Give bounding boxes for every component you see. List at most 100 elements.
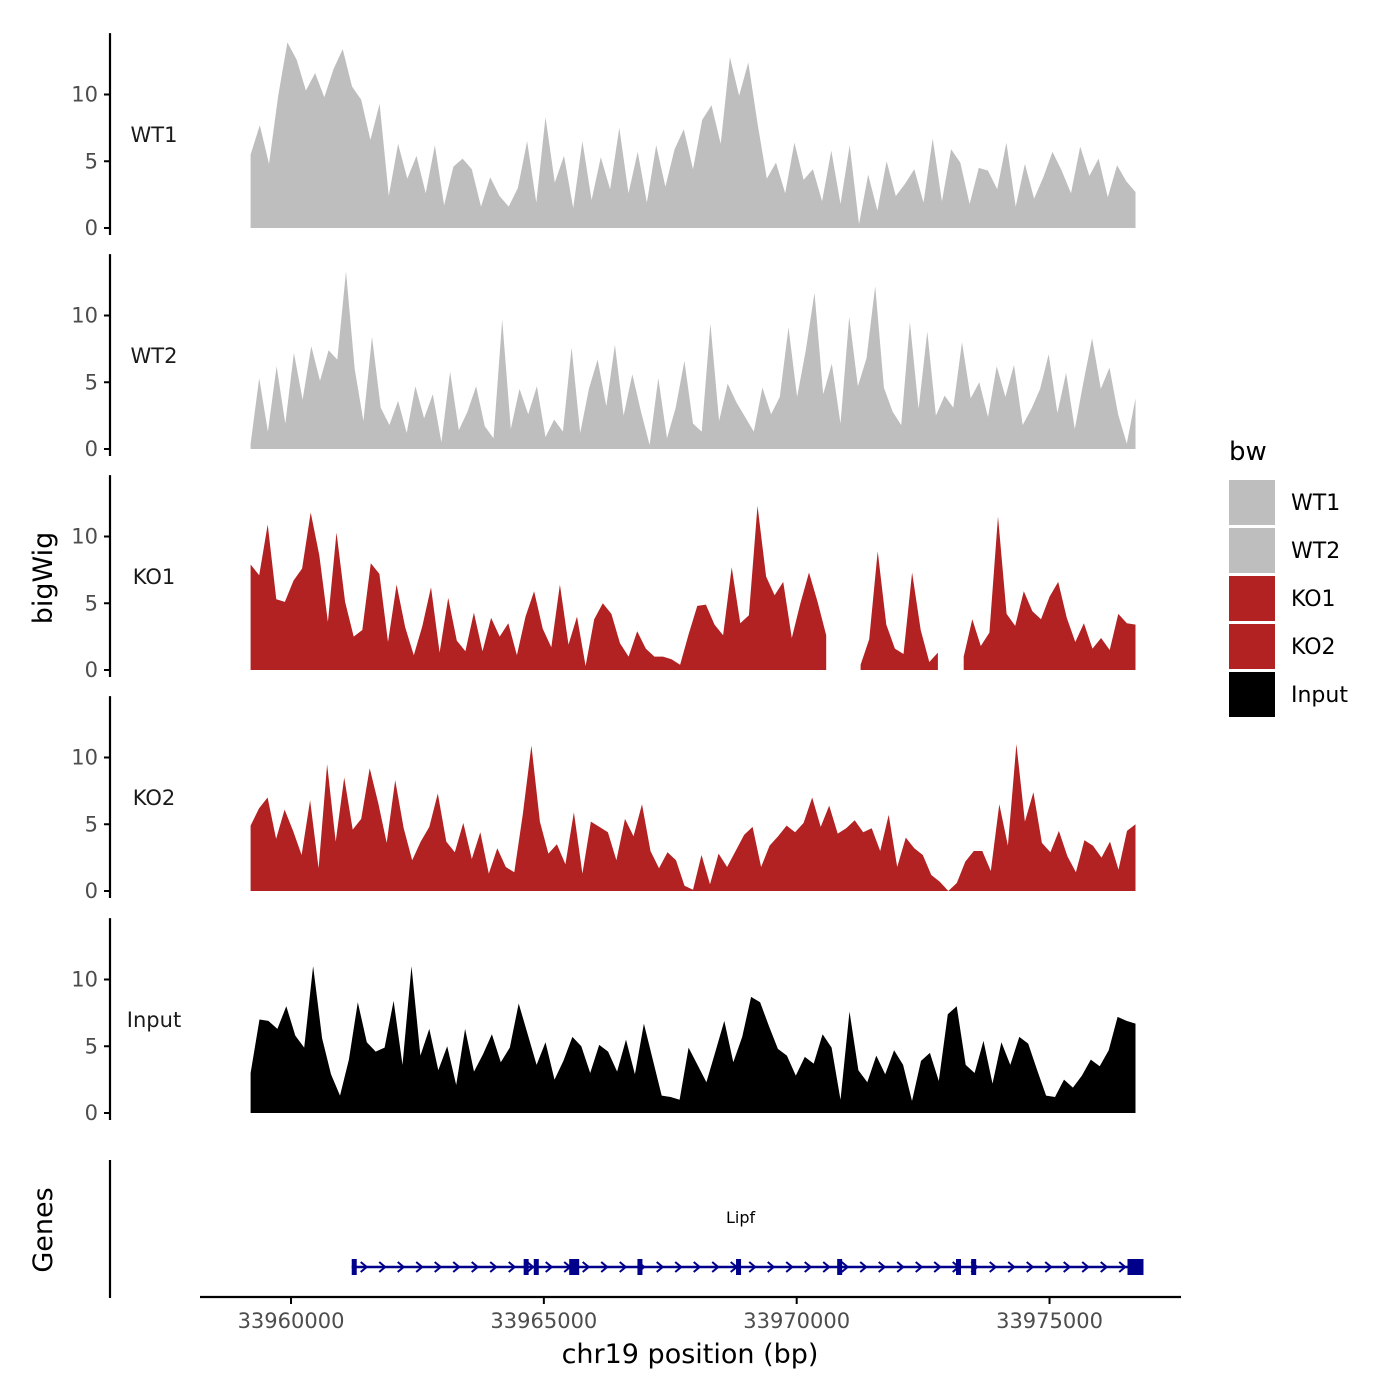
y-tick-label: 10 (71, 83, 98, 107)
coverage-area (250, 271, 1136, 449)
legend-label-wt2: WT2 (1291, 539, 1340, 564)
strand-arrow (767, 1261, 776, 1273)
strand-arrow (471, 1261, 480, 1273)
genes-axis-title: Genes (28, 1187, 59, 1272)
track-label: KO1 (133, 565, 176, 589)
coverage-area (250, 966, 1136, 1113)
exon (351, 1259, 357, 1275)
exon (837, 1259, 843, 1275)
x-tick-label: 33960000 (238, 1309, 345, 1333)
strand-arrow (360, 1261, 369, 1273)
strand-arrow (1026, 1261, 1035, 1273)
track-label: KO2 (133, 786, 176, 810)
strand-arrow (508, 1261, 517, 1273)
y-tick-label: 0 (85, 1101, 98, 1125)
coverage-area (250, 505, 827, 670)
y-tick-label: 0 (85, 216, 98, 240)
exon (637, 1259, 643, 1275)
strand-arrow (600, 1261, 609, 1273)
y-tick-label: 0 (85, 879, 98, 903)
coverage-tracks: 0 5 10 WT1 0 5 10 WT2 0 5 10 KO1 0 5 10 KO2 0 5 10 Input (71, 33, 1136, 1125)
legend: bw WT1 WT2 KO1 KO2 Input (1229, 437, 1348, 717)
strand-arrow (822, 1261, 831, 1273)
legend-label-wt1: WT1 (1291, 491, 1340, 516)
x-tick-label: 33975000 (996, 1309, 1103, 1333)
y-tick-label: 10 (71, 746, 98, 770)
coverage-area (860, 551, 938, 670)
y-tick-label: 0 (85, 658, 98, 682)
track-label: Input (127, 1008, 181, 1032)
strand-arrow (933, 1261, 942, 1273)
y-tick-label: 10 (71, 968, 98, 992)
strand-arrow (1118, 1261, 1127, 1273)
exon (1127, 1259, 1144, 1275)
strand-arrow (915, 1261, 924, 1273)
strand-arrow (989, 1261, 998, 1273)
track-wt1: 0 5 10 WT1 (71, 33, 1136, 240)
exon (971, 1259, 977, 1275)
legend-key-wt2 (1229, 528, 1275, 573)
strand-arrow (859, 1261, 868, 1273)
coverage-area (250, 744, 1136, 891)
track-label: WT2 (131, 344, 178, 368)
strand-arrow (1100, 1261, 1109, 1273)
coverage-area (250, 42, 1136, 229)
strand-arrow (526, 1261, 535, 1273)
legend-key-input (1229, 672, 1275, 717)
y-axis-title: bigWig (28, 532, 59, 625)
legend-label-input: Input (1291, 683, 1348, 708)
gene-track: Lipf (108, 1160, 1144, 1298)
legend-key-ko2 (1229, 624, 1275, 669)
strand-arrow (397, 1261, 406, 1273)
legend-key-wt1 (1229, 480, 1275, 525)
strand-arrow (1063, 1261, 1072, 1273)
exon (523, 1259, 529, 1275)
x-axis: 33960000 33965000 33970000 33975000 (200, 1295, 1181, 1333)
strand-arrow (378, 1261, 387, 1273)
strand-arrow (674, 1261, 683, 1273)
exon (956, 1259, 962, 1275)
track-input: 0 5 10 Input (71, 918, 1136, 1125)
y-tick-label: 0 (85, 437, 98, 461)
y-tick-label: 10 (71, 525, 98, 549)
y-tick-label: 5 (85, 812, 98, 836)
strand-arrow (711, 1261, 720, 1273)
exon (569, 1259, 580, 1275)
legend-label-ko1: KO1 (1291, 587, 1336, 612)
strand-arrow (489, 1261, 498, 1273)
strand-arrow (748, 1261, 757, 1273)
track-ko1: 0 5 10 KO1 (71, 475, 1136, 682)
strand-arrow (785, 1261, 794, 1273)
x-tick-label: 33970000 (743, 1309, 850, 1333)
y-tick-label: 5 (85, 591, 98, 615)
y-tick-label: 5 (85, 370, 98, 394)
strand-arrow (693, 1261, 702, 1273)
strand-arrow (1081, 1261, 1090, 1273)
strand-arrow (878, 1261, 887, 1273)
strand-arrow (656, 1261, 665, 1273)
legend-label-ko2: KO2 (1291, 635, 1336, 660)
strand-arrow (415, 1261, 424, 1273)
strand-arrow (1044, 1261, 1053, 1273)
strand-arrow (619, 1261, 628, 1273)
x-tick-label: 33965000 (490, 1309, 597, 1333)
legend-title: bw (1229, 437, 1267, 467)
strand-arrow (896, 1261, 905, 1273)
strand-arrow (804, 1261, 813, 1273)
gene-label: Lipf (726, 1208, 756, 1227)
y-tick-label: 5 (85, 1034, 98, 1058)
y-tick-label: 10 (71, 304, 98, 328)
x-axis-title: chr19 position (bp) (562, 1339, 819, 1370)
track-label: WT1 (131, 123, 178, 147)
strand-arrow (452, 1261, 461, 1273)
y-tick-label: 5 (85, 149, 98, 173)
strand-arrow (1007, 1261, 1016, 1273)
track-ko2: 0 5 10 KO2 (71, 696, 1136, 903)
legend-key-ko1 (1229, 576, 1275, 621)
coverage-area (963, 516, 1136, 670)
exon (736, 1259, 742, 1275)
exon (533, 1259, 539, 1275)
strand-arrow (841, 1261, 850, 1273)
strand-arrow (434, 1261, 443, 1273)
